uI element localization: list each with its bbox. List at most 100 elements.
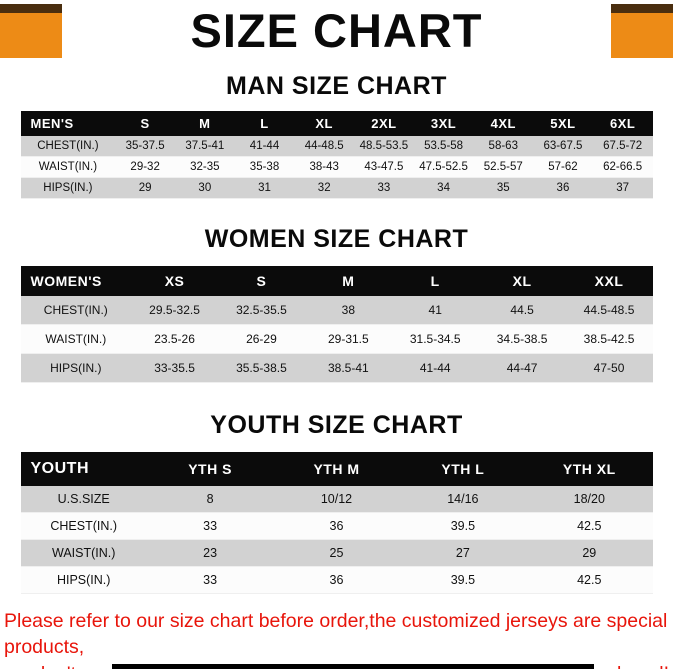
- table-header-row: WOMEN'S XS S M L XL XXL: [20, 266, 653, 297]
- size-cell: 52.5-57: [473, 156, 534, 178]
- size-cell: 39.5: [399, 566, 527, 594]
- row-label: HIPS(IN.): [20, 177, 116, 199]
- size-cell: 31.5-34.5: [391, 324, 479, 354]
- size-cell: 48.5-53.5: [354, 136, 414, 157]
- section-heading-1: WOMEN SIZE CHART: [204, 225, 469, 254]
- size-cell: 23: [146, 539, 274, 567]
- size-cell: 27: [399, 539, 527, 567]
- size-cell: 39.5: [399, 512, 527, 540]
- size-cell: 44.5: [478, 296, 566, 325]
- table-row: U.S.SIZE 8 10/12 14/16 18/20: [20, 486, 653, 513]
- size-cell: 35-37.5: [115, 136, 175, 157]
- size-cell: 44-48.5: [294, 136, 355, 157]
- size-column-header: XS: [131, 266, 218, 297]
- table-label-header: MEN'S: [20, 111, 116, 137]
- size-cell: 42.5: [526, 512, 653, 540]
- size-cell: 10/12: [273, 486, 400, 513]
- row-label: HIPS(IN.): [20, 353, 132, 383]
- size-column-header: M: [174, 111, 235, 137]
- size-cell: 47.5-52.5: [413, 156, 474, 178]
- section-heading-0: MAN SIZE CHART: [226, 72, 447, 101]
- corner-orange-block-left: [0, 13, 62, 58]
- size-cell: 62-66.5: [592, 156, 653, 178]
- row-label: CHEST(IN.): [20, 136, 116, 157]
- size-column-header: YTH XL: [526, 452, 653, 487]
- size-cell: 18/20: [526, 486, 653, 513]
- table-row: WAIST(IN.) 23 25 27 29: [20, 539, 653, 567]
- size-column-header: 3XL: [413, 111, 474, 137]
- size-cell: 53.5-58: [413, 136, 474, 157]
- size-cell: 33-35.5: [131, 353, 218, 383]
- size-cell: 30: [174, 177, 235, 199]
- table-row: CHEST(IN.) 29.5-32.5 32.5-35.5 38 41 44.5 44.5…: [20, 296, 653, 325]
- size-cell: 37.5-41: [174, 136, 235, 157]
- size-cell: 29: [115, 177, 175, 199]
- size-column-header: YTH L: [399, 452, 527, 487]
- table-row: HIPS(IN.) 29 30 31 32 33 34 35 36 37: [20, 177, 653, 199]
- size-column-header: L: [391, 266, 479, 297]
- size-cell: 57-62: [533, 156, 593, 178]
- size-cell: 58-63: [473, 136, 534, 157]
- row-label: WAIST(IN.): [20, 324, 132, 354]
- size-cell: 25: [273, 539, 400, 567]
- table-row: HIPS(IN.) 33-35.5 35.5-38.5 38.5-41 41-44 44-…: [20, 353, 653, 383]
- size-cell: 33: [354, 177, 414, 199]
- table-row: CHEST(IN.) 33 36 39.5 42.5: [20, 512, 653, 540]
- size-cell: 32-35: [174, 156, 235, 178]
- row-label: WAIST(IN.): [20, 539, 147, 567]
- size-column-header: S: [115, 111, 175, 137]
- size-cell: 38.5-42.5: [565, 324, 653, 354]
- size-tables-container: MAN SIZE CHART MEN'S S M L XL 2XL 3XL 4XL 5XL 6XL C…: [0, 72, 673, 594]
- size-column-header: L: [234, 111, 295, 137]
- page-title: SIZE CHART: [190, 4, 483, 57]
- size-cell: 41-44: [391, 353, 479, 383]
- bottom-bar: [112, 664, 594, 669]
- size-cell: 36: [533, 177, 593, 199]
- size-cell: 36: [273, 566, 400, 594]
- size-cell: 38.5-41: [304, 353, 392, 383]
- size-column-header: XL: [478, 266, 566, 297]
- size-cell: 63-67.5: [533, 136, 593, 157]
- size-cell: 44.5-48.5: [565, 296, 653, 325]
- size-cell: 47-50: [565, 353, 653, 383]
- corner-dark-strip-left: [0, 4, 62, 13]
- size-cell: 31: [234, 177, 295, 199]
- size-cell: 14/16: [399, 486, 527, 513]
- table-row: CHEST(IN.) 35-37.5 37.5-41 41-44 44-48.5 48.5…: [20, 136, 653, 157]
- size-table-0: MEN'S S M L XL 2XL 3XL 4XL 5XL 6XL CHEST(IN.) 35-37…: [20, 111, 653, 199]
- row-label: U.S.SIZE: [20, 486, 147, 513]
- size-cell: 41: [391, 296, 479, 325]
- size-cell: 35: [473, 177, 534, 199]
- table-row: HIPS(IN.) 33 36 39.5 42.5: [20, 566, 653, 594]
- size-cell: 33: [146, 566, 274, 594]
- table-row: WAIST(IN.) 29-32 32-35 35-38 38-43 43-47.5 47.…: [20, 156, 653, 178]
- size-cell: 33: [146, 512, 274, 540]
- size-column-header: S: [217, 266, 305, 297]
- size-cell: 36: [273, 512, 400, 540]
- size-column-header: XL: [294, 111, 355, 137]
- footer-line-1: Please refer to our size chart before or…: [4, 610, 668, 659]
- size-column-header: 4XL: [473, 111, 534, 137]
- size-cell: 37: [592, 177, 653, 199]
- size-cell: 35-38: [234, 156, 295, 178]
- section-heading-2: YOUTH SIZE CHART: [210, 411, 463, 440]
- size-cell: 29: [526, 539, 653, 567]
- row-label: WAIST(IN.): [20, 156, 116, 178]
- size-column-header: YTH M: [273, 452, 400, 487]
- size-cell: 32: [294, 177, 355, 199]
- size-table-2: YOUTH YTH S YTH M YTH L YTH XL U.S.SIZE 8 10/12…: [20, 452, 653, 594]
- footer-note: Please refer to our size chart before or…: [4, 608, 673, 669]
- size-cell: 26-29: [217, 324, 305, 354]
- corner-decoration-left: [0, 4, 62, 58]
- size-cell: 41-44: [234, 136, 295, 157]
- size-column-header: 2XL: [354, 111, 414, 137]
- size-cell: 23.5-26: [131, 324, 218, 354]
- size-cell: 67.5-72: [592, 136, 653, 157]
- size-cell: 42.5: [526, 566, 653, 594]
- size-column-header: 6XL: [592, 111, 653, 137]
- table-label-header: WOMEN'S: [20, 266, 132, 297]
- size-cell: 34: [413, 177, 474, 199]
- size-cell: 35.5-38.5: [217, 353, 305, 383]
- size-column-header: M: [304, 266, 392, 297]
- size-cell: 8: [146, 486, 274, 513]
